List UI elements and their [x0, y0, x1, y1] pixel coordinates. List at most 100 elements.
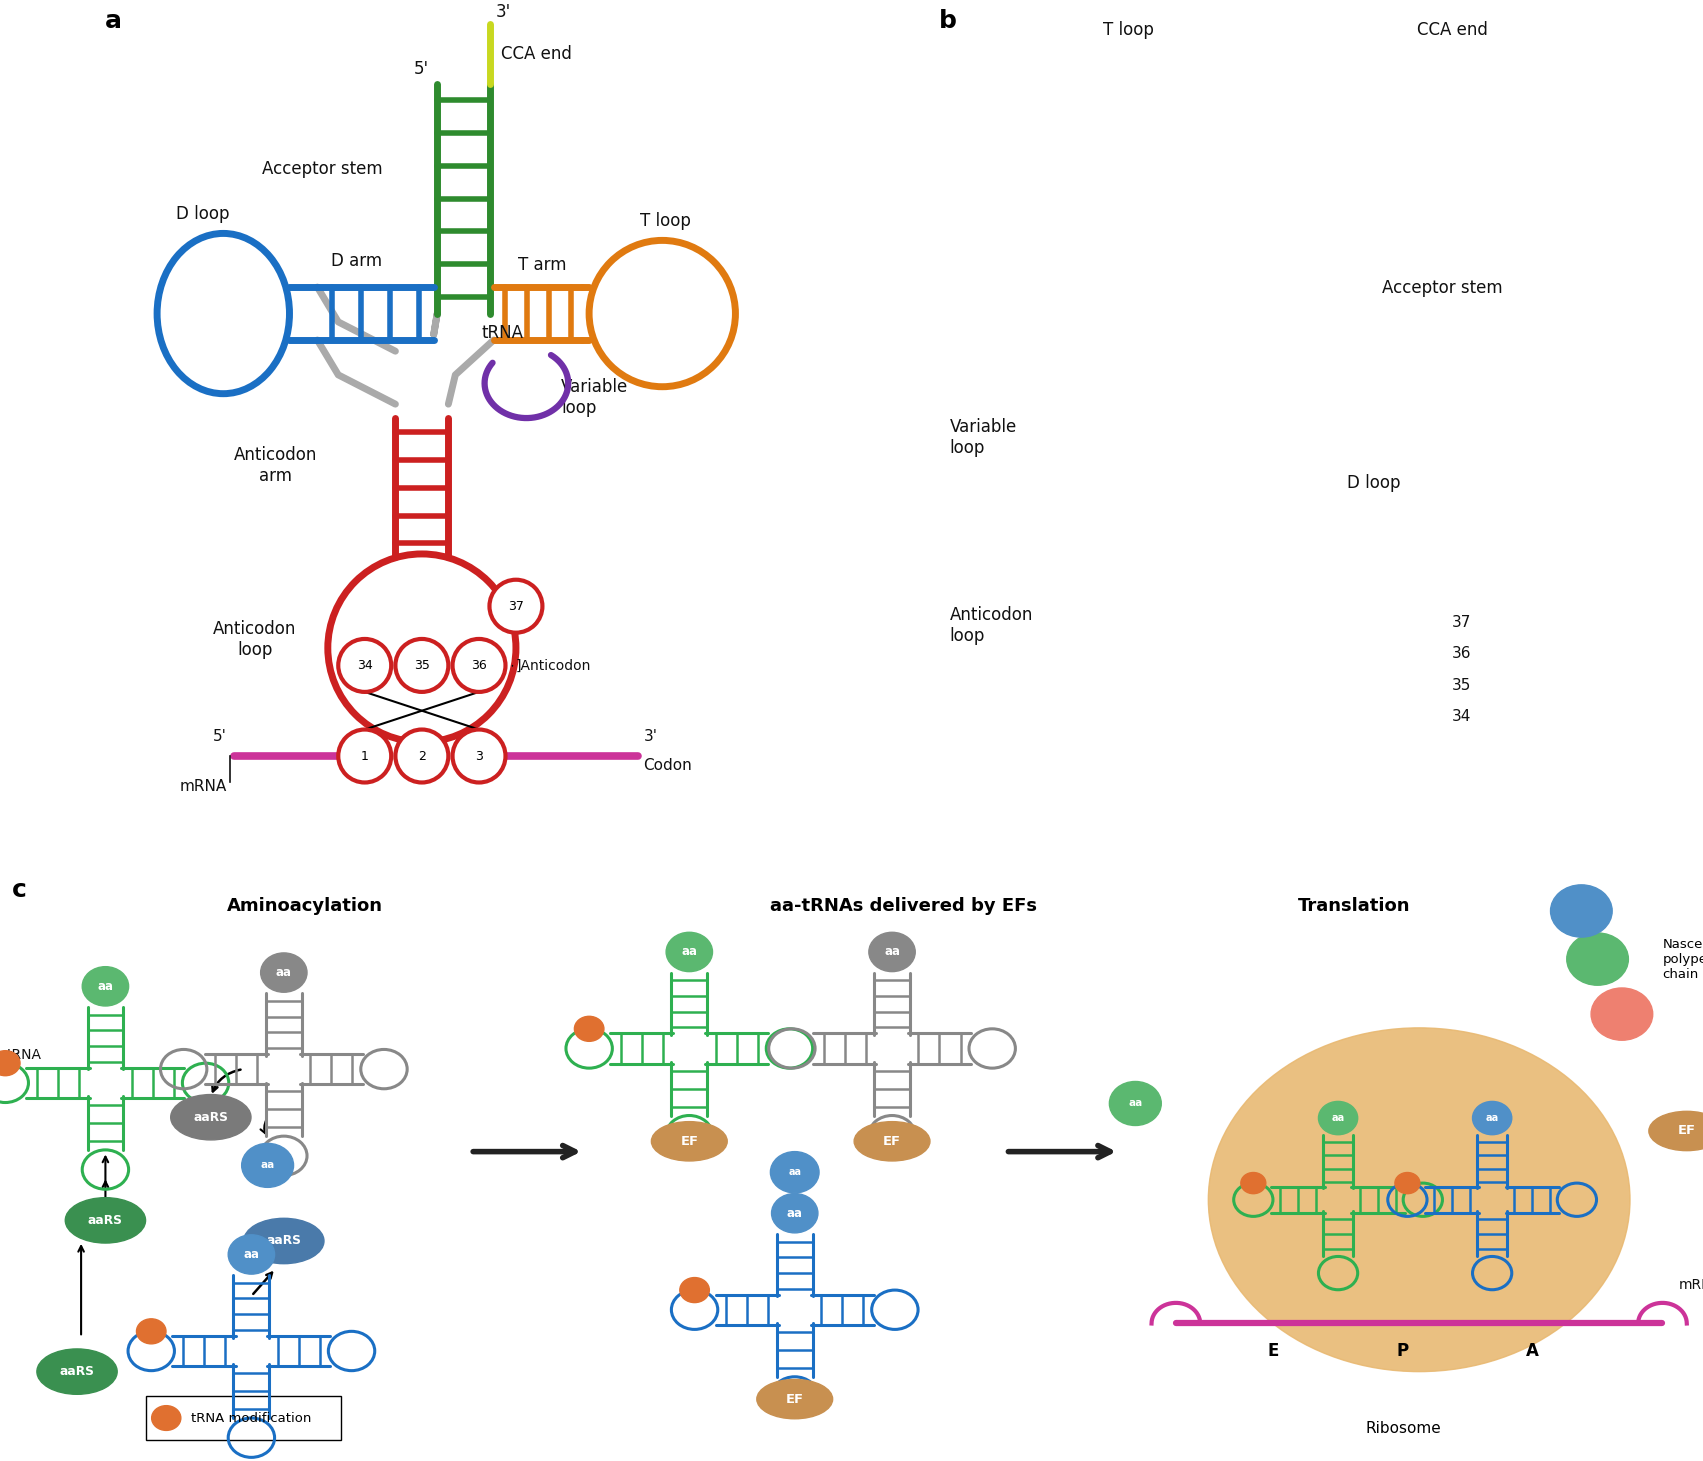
Text: Acceptor stem: Acceptor stem — [262, 161, 381, 178]
Ellipse shape — [170, 1094, 250, 1140]
Text: aaRS: aaRS — [60, 1365, 94, 1378]
Text: P: P — [1396, 1343, 1408, 1360]
Circle shape — [869, 932, 915, 972]
Circle shape — [339, 729, 392, 783]
Text: Codon: Codon — [644, 758, 691, 773]
Text: aa: aa — [276, 966, 291, 979]
Circle shape — [136, 1319, 165, 1344]
Text: 3': 3' — [496, 3, 511, 20]
Circle shape — [1567, 934, 1628, 985]
Text: T arm: T arm — [518, 256, 567, 273]
Text: aa-tRNAs delivered by EFs: aa-tRNAs delivered by EFs — [770, 897, 1037, 915]
Text: aaRS: aaRS — [266, 1235, 301, 1248]
Circle shape — [1318, 1102, 1357, 1135]
Text: 35: 35 — [1451, 678, 1471, 693]
Circle shape — [395, 638, 448, 693]
Text: 2: 2 — [417, 749, 426, 763]
Text: 34: 34 — [358, 659, 373, 672]
Text: T loop: T loop — [1104, 20, 1155, 39]
Text: aa: aa — [244, 1248, 259, 1261]
Text: aa: aa — [1485, 1113, 1499, 1124]
Circle shape — [771, 1194, 817, 1233]
Text: D loop: D loop — [175, 206, 230, 224]
Circle shape — [666, 932, 712, 972]
Text: Aminoacylation: Aminoacylation — [226, 897, 383, 915]
Circle shape — [453, 638, 506, 693]
Ellipse shape — [244, 1218, 324, 1264]
Text: E: E — [1267, 1343, 1279, 1360]
Text: aa: aa — [787, 1207, 802, 1220]
Text: mRNA: mRNA — [179, 779, 226, 793]
Text: 36: 36 — [1451, 646, 1471, 662]
Circle shape — [228, 1235, 274, 1274]
Text: aaRS: aaRS — [89, 1214, 123, 1227]
Text: a: a — [106, 9, 123, 32]
Text: Anticodon
loop: Anticodon loop — [213, 619, 296, 659]
Circle shape — [1395, 1173, 1420, 1194]
Text: EF: EF — [785, 1392, 804, 1405]
Ellipse shape — [1209, 1029, 1630, 1372]
Circle shape — [489, 580, 543, 633]
Text: c: c — [12, 878, 27, 903]
Text: aa: aa — [788, 1167, 800, 1178]
Circle shape — [395, 729, 448, 783]
Text: Variable
loop: Variable loop — [562, 378, 628, 416]
Text: 36: 36 — [472, 659, 487, 672]
Text: Anticodon
arm: Anticodon arm — [233, 446, 317, 485]
Text: aa: aa — [1332, 1113, 1345, 1124]
Text: EF: EF — [679, 1135, 698, 1148]
Ellipse shape — [37, 1349, 118, 1394]
Text: CCA end: CCA end — [1417, 20, 1487, 39]
Text: Anticodon
loop: Anticodon loop — [950, 606, 1034, 646]
Text: aa: aa — [261, 1160, 274, 1170]
Text: T loop: T loop — [640, 212, 691, 231]
Circle shape — [242, 1144, 293, 1188]
Text: tRNA: tRNA — [7, 1048, 41, 1062]
Circle shape — [679, 1277, 710, 1303]
Text: tRNA: tRNA — [482, 324, 523, 342]
Text: Acceptor stem: Acceptor stem — [1381, 279, 1502, 297]
Text: b: b — [940, 9, 957, 32]
Text: 5': 5' — [414, 60, 429, 77]
Circle shape — [1241, 1173, 1265, 1194]
Text: 35: 35 — [414, 659, 429, 672]
Text: 5': 5' — [213, 729, 226, 744]
Text: 34: 34 — [1451, 709, 1471, 725]
Text: D arm: D arm — [332, 253, 383, 270]
Text: mRNA: mRNA — [1679, 1278, 1703, 1292]
Text: 3': 3' — [644, 729, 657, 744]
Text: A: A — [1526, 1343, 1540, 1360]
Circle shape — [1109, 1081, 1161, 1125]
Circle shape — [1473, 1102, 1512, 1135]
Text: aa: aa — [681, 945, 697, 958]
Ellipse shape — [1649, 1112, 1703, 1151]
Circle shape — [1550, 885, 1613, 937]
Text: ]Anticodon: ]Anticodon — [516, 659, 591, 672]
Circle shape — [339, 638, 392, 693]
Text: aaRS: aaRS — [194, 1110, 228, 1124]
Ellipse shape — [855, 1122, 930, 1161]
Ellipse shape — [756, 1379, 833, 1419]
Text: tRNA modification: tRNA modification — [191, 1411, 312, 1424]
Text: Translation: Translation — [1298, 897, 1410, 915]
Circle shape — [261, 953, 307, 992]
Circle shape — [152, 1405, 181, 1430]
Text: EF: EF — [1677, 1125, 1696, 1138]
Circle shape — [770, 1151, 819, 1192]
Text: 37: 37 — [507, 599, 525, 612]
Text: 1: 1 — [361, 749, 368, 763]
Text: CCA end: CCA end — [501, 45, 572, 63]
Circle shape — [574, 1017, 605, 1042]
Ellipse shape — [651, 1122, 727, 1161]
Text: aa: aa — [884, 945, 901, 958]
Text: 37: 37 — [1451, 615, 1471, 630]
Text: Variable
loop: Variable loop — [950, 418, 1017, 457]
Circle shape — [453, 729, 506, 783]
FancyBboxPatch shape — [146, 1395, 341, 1441]
Text: aa: aa — [97, 980, 114, 993]
Text: Ribosome: Ribosome — [1366, 1422, 1441, 1436]
Text: aa: aa — [1127, 1099, 1143, 1109]
Text: D loop: D loop — [1347, 473, 1400, 492]
Circle shape — [82, 967, 129, 1007]
Text: EF: EF — [884, 1135, 901, 1148]
